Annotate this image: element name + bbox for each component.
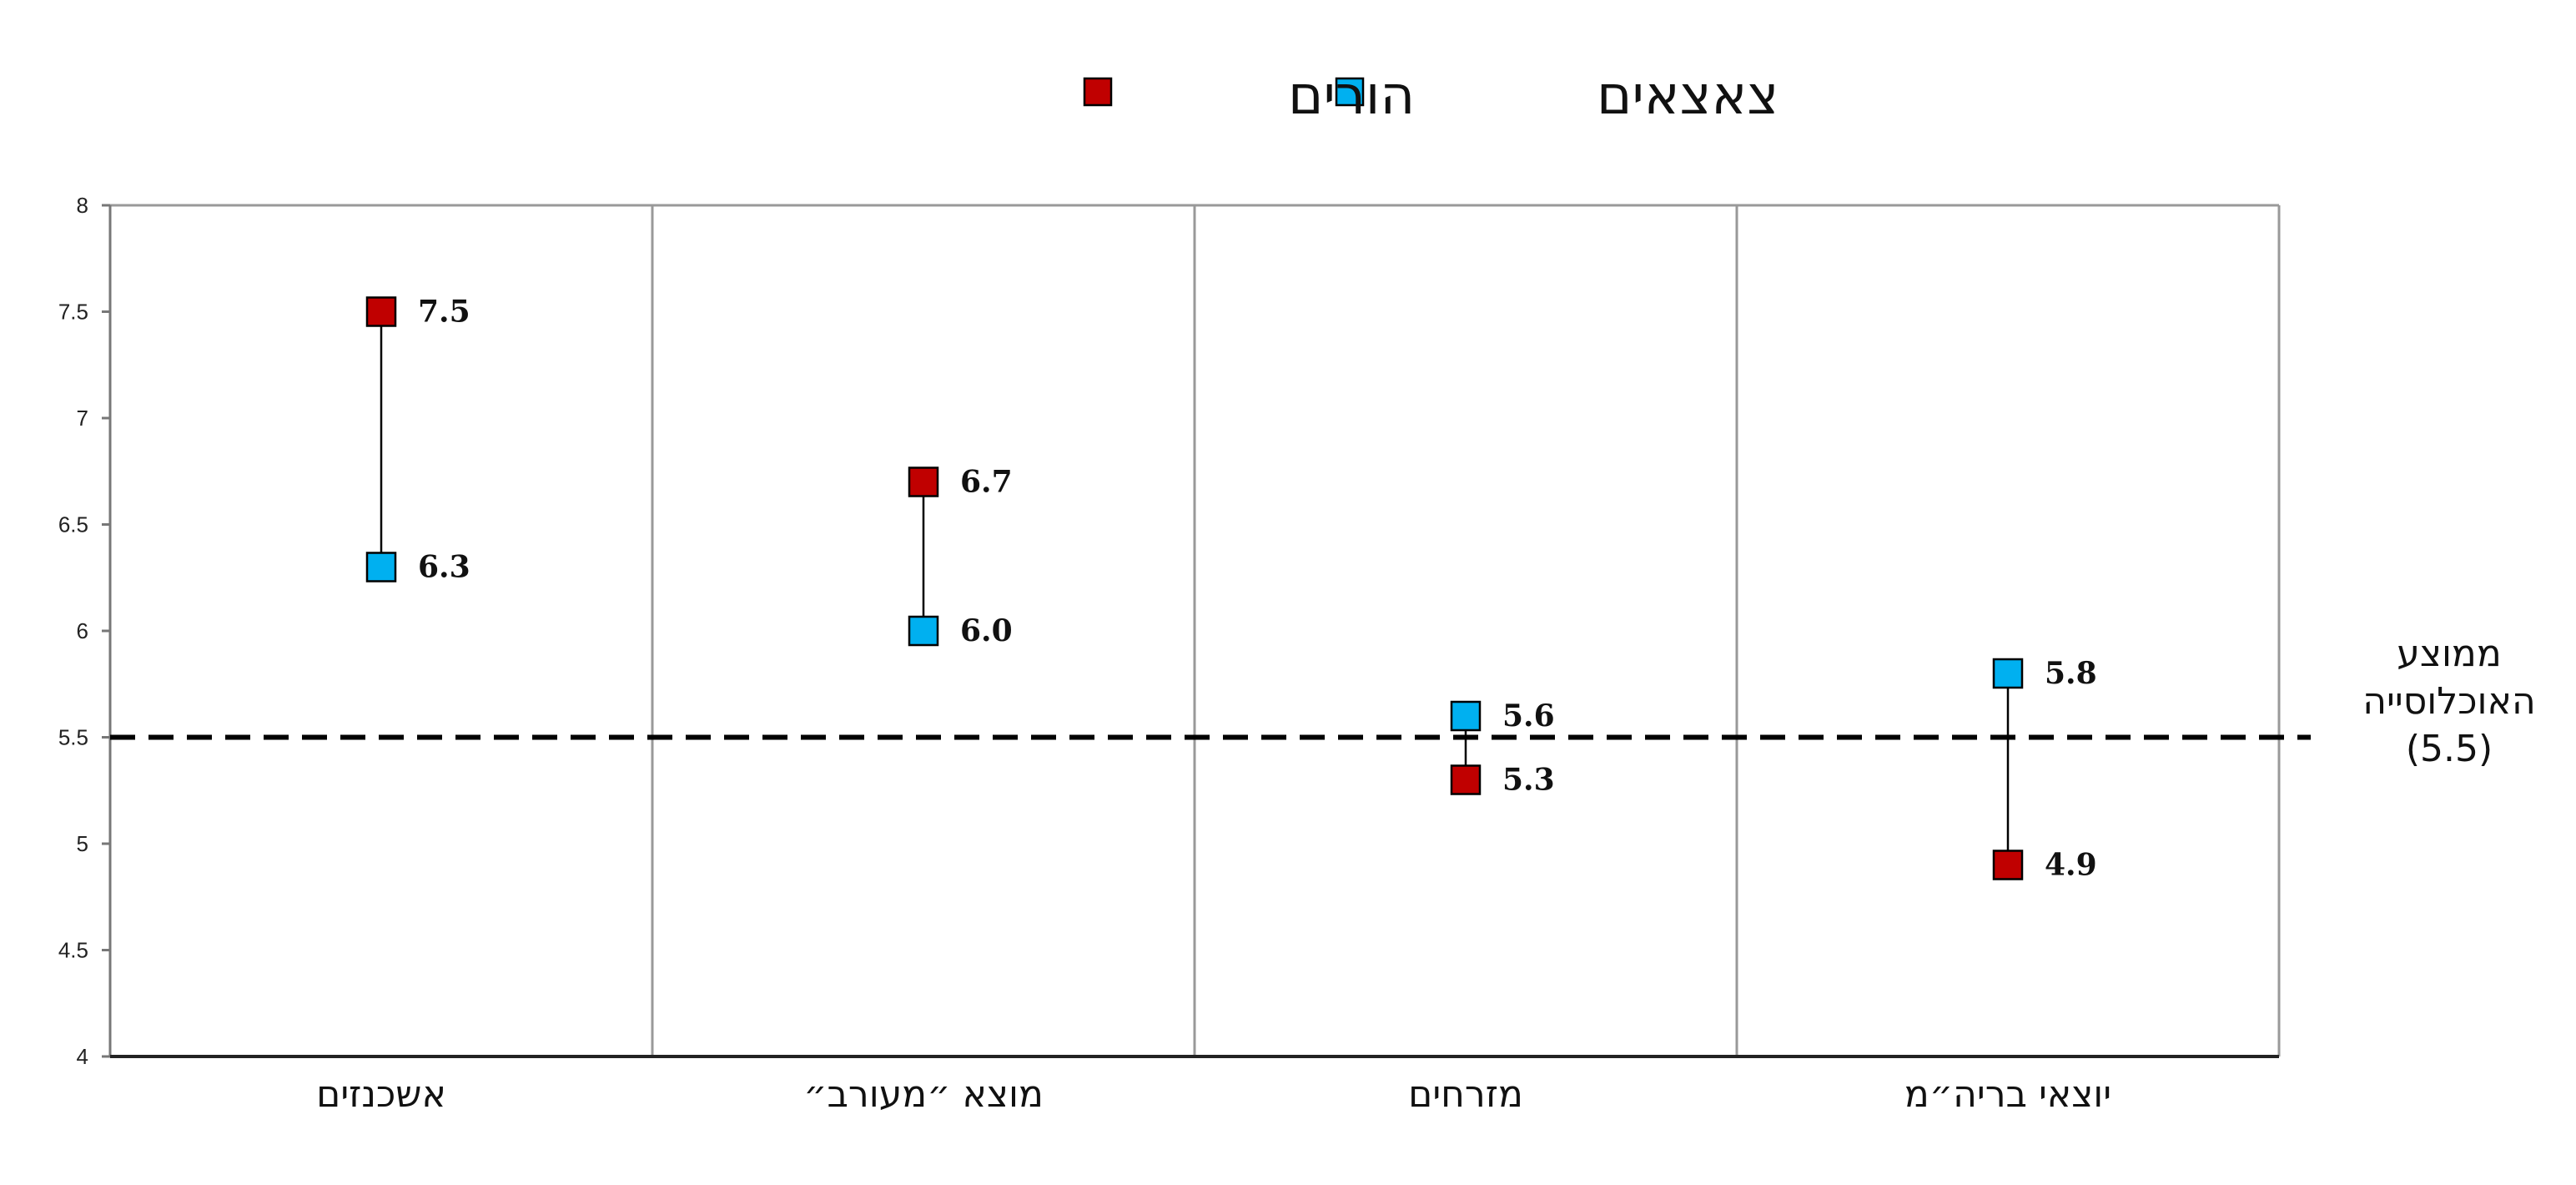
data-label: 6.0 [960,613,1013,648]
y-tick-label: 8 [77,193,88,218]
data-marker [908,466,939,497]
legend-label: צאצאים [1597,65,1779,127]
category-label: אשכנזים [316,1073,446,1116]
data-label: 4.9 [2045,848,2097,883]
legend-swatch [1083,77,1113,107]
y-tick-label: 7.5 [58,300,88,325]
data-label: 6.3 [418,550,470,585]
data-label: 7.5 [418,295,470,330]
y-tick-label: 6.5 [58,512,88,537]
data-marker [365,296,397,327]
data-label: 5.3 [1502,763,1555,798]
data-marker [1450,700,1482,732]
legend-swatch [1335,77,1365,107]
data-marker [908,615,939,647]
data-marker [1992,658,2024,689]
data-marker [365,552,397,582]
data-label: 5.8 [2045,656,2097,691]
y-tick-label: 5.5 [58,725,88,750]
y-tick-label: 5 [77,831,88,856]
reference-line-label: ממוצע [2397,633,2501,675]
y-tick-label: 6 [77,618,88,643]
data-marker [1450,764,1482,795]
data-label: 5.6 [1502,698,1555,734]
y-tick-label: 4.5 [58,938,88,963]
reference-line-label: (5.5) [2406,728,2493,770]
data-label: 6.7 [960,465,1013,500]
category-label: מזרחים [1408,1073,1523,1116]
category-label: יוצאי בריה״מ [1904,1073,2111,1116]
reference-line-label: האוכלוסייה [2362,680,2535,723]
y-tick-label: 4 [77,1044,88,1069]
legend-label: הורים [1288,65,1415,127]
data-marker [1992,850,2024,880]
reference-line-group: ממוצע האוכלוסייה (5.5) [110,633,2536,770]
y-tick-label: 7 [77,406,88,431]
plot-area: 4 4.5 5 5.5 6 6.5 7 7.5 8 אשכנזים מוצא ״מעורב״ מזרח… [58,193,2281,1116]
legend: צאצאים הורים [1083,65,1779,127]
category-label: מוצא ״מעורב״ [803,1073,1044,1116]
